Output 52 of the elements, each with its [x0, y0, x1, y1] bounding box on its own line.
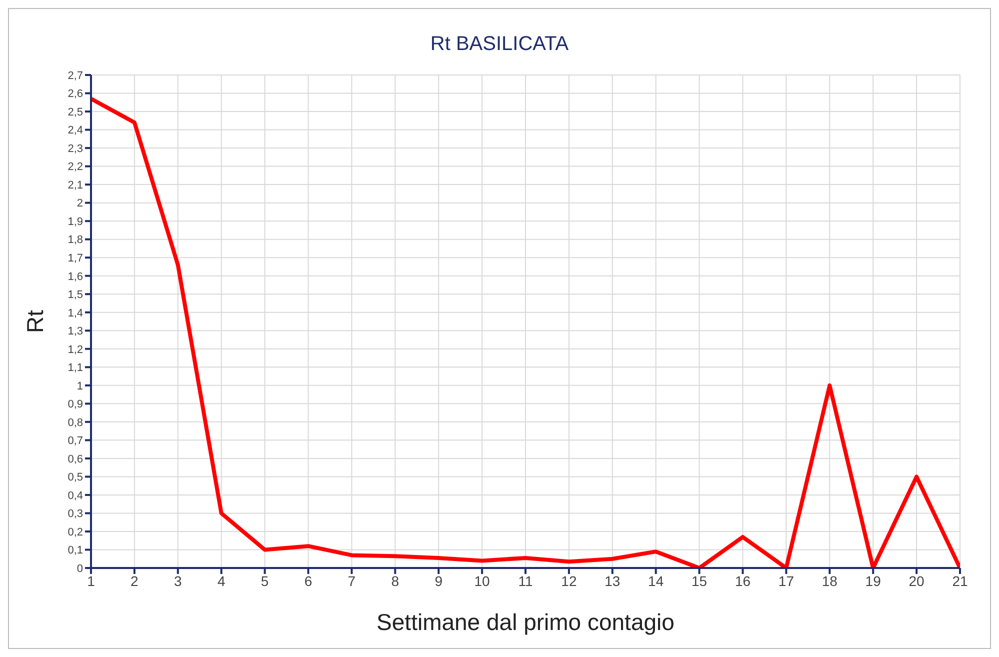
y-tick-label: 2,6 — [68, 88, 83, 100]
x-tick-label: 9 — [434, 572, 443, 589]
x-tick-label: 3 — [174, 572, 182, 589]
y-tick-label: 0,5 — [68, 472, 83, 484]
x-tick-label: 15 — [692, 572, 708, 589]
y-tick-label: 0,4 — [68, 490, 83, 502]
y-tick-label: 0,7 — [68, 435, 83, 448]
x-tick-label: 5 — [260, 572, 269, 589]
y-tick-label: 2,7 — [68, 70, 83, 82]
y-tick-label: 0,8 — [68, 416, 83, 429]
y-tick-label: 1,7 — [68, 252, 83, 264]
y-tick-label: 0,3 — [68, 508, 83, 520]
x-tick-label: 20 — [908, 572, 925, 589]
y-tick-label: 2,4 — [68, 124, 83, 137]
y-tick-label: 2,3 — [68, 142, 83, 155]
y-tick-label: 1,4 — [68, 307, 83, 320]
y-tick-label: 1,2 — [68, 344, 83, 356]
y-tick-label: 2,5 — [68, 106, 83, 118]
x-tick-label: 12 — [561, 572, 577, 589]
x-tick-label: 19 — [865, 572, 882, 589]
y-tick-label: 1,8 — [68, 234, 83, 246]
y-tick-label: 0,1 — [68, 544, 83, 557]
y-tick-label: 1,3 — [68, 326, 83, 338]
x-tick-label: 2 — [130, 572, 139, 589]
y-tick-label: 2,2 — [68, 161, 83, 174]
x-tick-label: 6 — [304, 572, 312, 589]
x-tick-label: 11 — [518, 572, 533, 589]
y-axis-title: Rt — [22, 309, 48, 333]
x-tick-label: 18 — [822, 572, 838, 589]
x-tick-label: 21 — [952, 572, 968, 589]
x-tick-label: 7 — [348, 572, 356, 589]
y-tick-label: 2 — [76, 198, 83, 210]
x-tick-label: 13 — [604, 572, 620, 589]
x-tick-label: 1 — [87, 572, 96, 589]
y-tick-label: 1,1 — [68, 362, 83, 374]
y-tick-label: 0 — [76, 562, 83, 575]
y-tick-label: 1,9 — [68, 216, 83, 228]
x-tick-label: 10 — [474, 572, 490, 589]
y-tick-label: 1,5 — [68, 289, 83, 302]
y-tick-label: 0,6 — [68, 453, 83, 466]
y-tick-label: 2,1 — [68, 179, 83, 192]
y-tick-label: 0,9 — [68, 398, 83, 411]
y-tick-label: 1,6 — [68, 270, 83, 283]
x-tick-label: 17 — [778, 572, 794, 589]
chart-title: Rt BASILICATA — [429, 32, 570, 57]
x-tick-label: 16 — [734, 572, 751, 589]
x-tick-label: 4 — [217, 572, 226, 589]
y-tick-label: 1 — [76, 380, 83, 392]
x-axis-title: Settimane dal primo contagio — [376, 609, 674, 635]
y-tick-label: 0,2 — [68, 526, 83, 538]
x-tick-label: 8 — [391, 572, 400, 589]
x-tick-label: 14 — [648, 572, 664, 589]
